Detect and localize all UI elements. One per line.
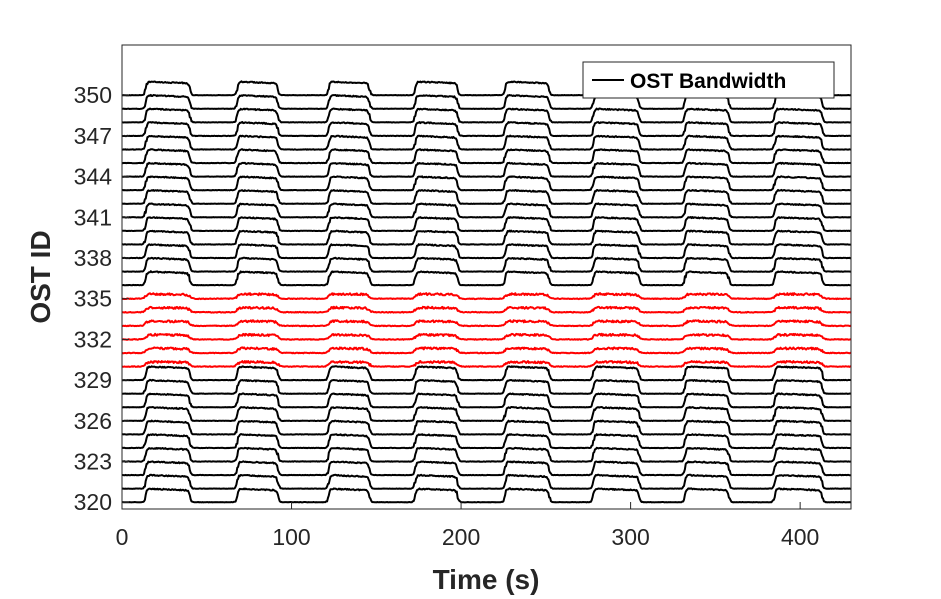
ost-series-line-322 [121,460,852,477]
ost-series-line-327 [121,392,852,409]
y-axis-title: OST ID [25,230,56,323]
ost-series-line-321 [121,473,852,490]
ost-series-line-340 [121,216,852,233]
ost-series-line-329 [121,365,852,382]
y-tick-label: 338 [74,245,112,271]
ost-series-line-328 [121,378,852,395]
y-tick-label: 332 [74,326,112,352]
ost-series-line-343 [121,175,852,192]
y-tick-label: 323 [74,449,112,475]
legend: OST Bandwidth [582,61,835,99]
ost-series-line-348 [121,107,852,124]
x-tick-label: 400 [781,524,819,550]
ost-series-line-339 [121,229,852,246]
plot-area-frame [121,44,852,510]
ost-series-line-320 [121,487,852,504]
y-tick-label: 335 [74,286,112,312]
ost-series-line-341 [121,202,852,219]
y-tick-label: 347 [74,123,112,149]
ost-series-line-345 [121,148,852,165]
ost-series-line-330 [121,360,852,368]
legend-box [582,61,835,99]
ost-series-line-333 [121,319,852,328]
x-tick-label: 0 [116,524,129,550]
y-tick-label: 329 [74,367,112,393]
y-tick-label: 320 [74,489,112,515]
tick-layer: 0 100 200 300 400 320 323 326 329 332 335 338 341 344… [74,82,820,550]
x-tick-label: 200 [442,524,480,550]
ost-series-line-334 [121,305,852,314]
ost-series-line-325 [121,419,852,436]
ost-series-line-331 [121,346,852,355]
x-axis-title: Time (s) [433,564,540,595]
ost-series-line-344 [121,161,852,178]
ost-series-line-342 [121,188,852,205]
ost-series-line-349 [121,93,852,110]
y-tick-label: 341 [74,204,112,230]
y-tick-label: 344 [74,164,113,190]
y-tick-label: 350 [74,82,112,108]
ost-series-line-332 [121,332,852,341]
y-tick-label: 326 [74,408,112,434]
ost-series-line-346 [121,134,852,151]
ost-series-line-335 [121,292,852,301]
ost-series-line-338 [121,243,852,260]
ost-series-line-337 [121,256,852,273]
legend-label: OST Bandwidth [630,70,786,93]
ost-series-line-336 [121,270,852,287]
series-layer [121,80,852,504]
ost-series-line-324 [121,433,852,450]
ost-series-line-323 [121,446,852,463]
ost-series-line-347 [121,121,852,138]
x-tick-label: 100 [272,524,310,550]
x-tick-label: 300 [611,524,649,550]
ost-series-line-326 [121,406,852,422]
